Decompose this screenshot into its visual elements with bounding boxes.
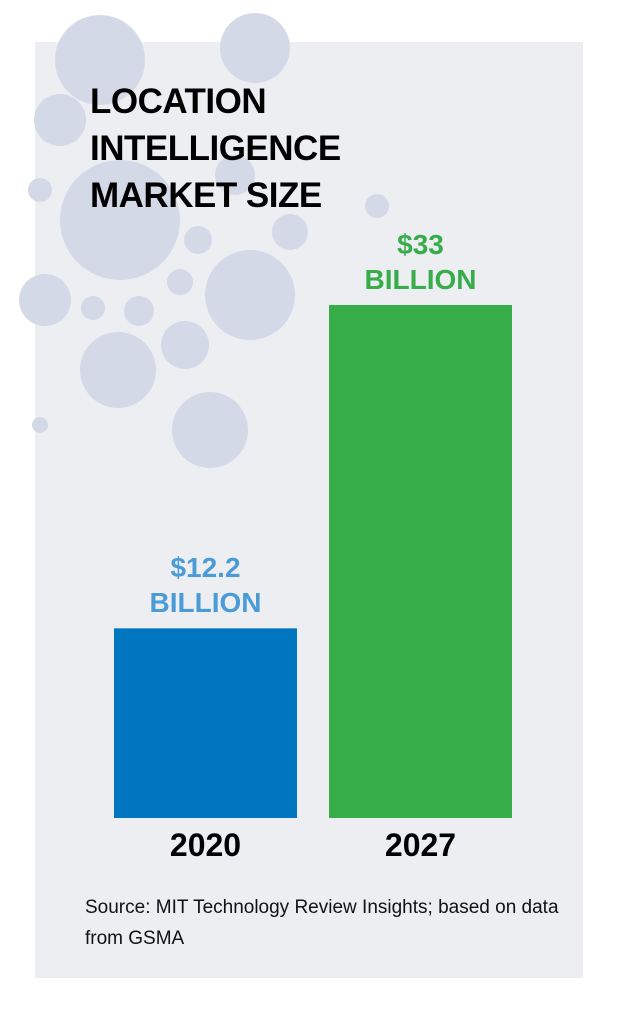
bar — [329, 305, 512, 818]
bar — [114, 628, 297, 818]
x-tick-label: 2020 — [170, 827, 241, 863]
value-label: $33 BILLION — [364, 229, 477, 295]
decor-bubbles — [19, 13, 389, 468]
x-tick-label: 2027 — [385, 827, 456, 863]
value-label: $12.2 BILLION — [149, 552, 262, 619]
chart-title: LOCATION INTELLIGENCE MARKET SIZE — [90, 82, 341, 215]
source-note: Source: MIT Technology Review Insights; … — [85, 897, 559, 949]
